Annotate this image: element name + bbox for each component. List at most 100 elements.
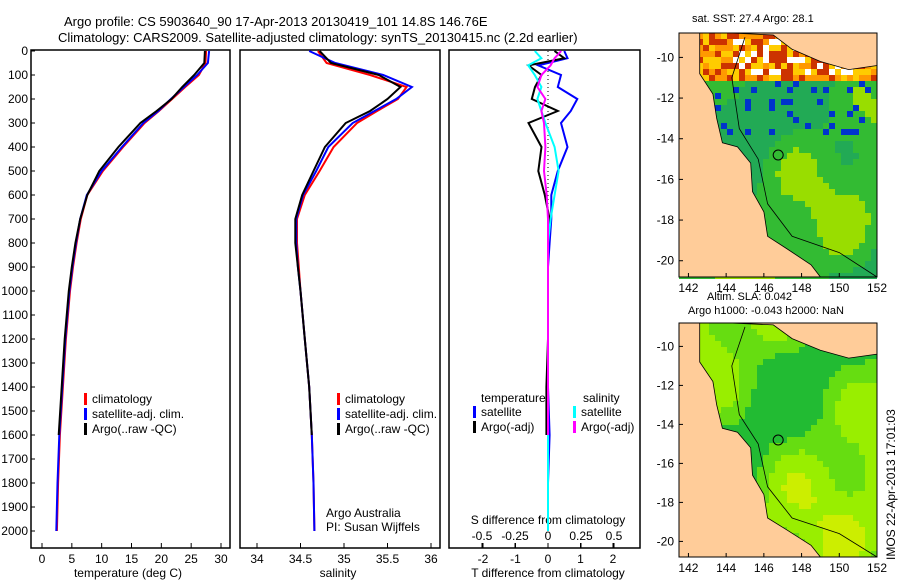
sst-map-cell xyxy=(823,231,829,237)
sst-map-cell xyxy=(841,105,847,111)
sla-map-cell xyxy=(703,341,709,347)
sla-map-cell xyxy=(721,371,727,377)
sst-map-cell xyxy=(853,261,859,267)
sla-map-cell xyxy=(793,479,799,485)
sst-map-cell xyxy=(739,129,745,135)
sst-map-cell xyxy=(859,261,865,267)
sla-map-cell xyxy=(763,431,769,437)
sst-map-cell xyxy=(871,93,877,99)
sst-map-cell xyxy=(835,147,841,153)
sst-map-cell xyxy=(745,111,751,117)
sla-map-cell xyxy=(739,371,745,377)
sst-map-cell xyxy=(847,219,853,225)
sla-map-cell xyxy=(727,353,733,359)
sst-map-cell xyxy=(853,69,859,75)
sla-map-cell xyxy=(847,491,853,497)
sst-map-shelf-contour xyxy=(731,36,878,278)
sla-map-cell xyxy=(817,551,823,557)
sla-map-cell xyxy=(829,395,835,401)
sst-map-cell xyxy=(793,225,799,231)
sst-map-cell xyxy=(871,225,877,231)
sla-map-cell xyxy=(817,491,823,497)
sla-map-cell xyxy=(811,389,817,395)
sst-map-cell xyxy=(709,51,715,57)
sla-map-cell xyxy=(775,419,781,425)
sla-map-cell xyxy=(769,335,775,341)
sst-map-cell xyxy=(811,213,817,219)
sst-map-cell xyxy=(847,183,853,189)
sst-map-cell xyxy=(739,57,745,63)
sla-map-cell xyxy=(787,401,793,407)
sst-map-cell xyxy=(853,129,859,135)
sla-map-cell xyxy=(871,389,877,395)
sst-map-frame xyxy=(678,32,878,278)
sst-map-cell xyxy=(865,81,871,87)
temperature-line-1 xyxy=(55,50,211,532)
sla-map-cell xyxy=(817,425,823,431)
sla-map-cell xyxy=(781,419,787,425)
depth-tick-label: 800 xyxy=(8,236,28,250)
sst-map-cell xyxy=(859,207,865,213)
sst-map-cell xyxy=(787,75,793,81)
sla-map-cell xyxy=(817,443,823,449)
sla-map-cell xyxy=(745,323,751,329)
sst-map-cell xyxy=(745,147,751,153)
sst-map-cell xyxy=(793,159,799,165)
sst-map-cell xyxy=(763,207,769,213)
sst-map-cell xyxy=(733,129,739,135)
sla-map-cell xyxy=(775,383,781,389)
sst-map-cell xyxy=(859,81,865,87)
sst-map-cell xyxy=(763,39,769,45)
sst-map-cell xyxy=(829,147,835,153)
sla-map-cell xyxy=(853,497,859,503)
sst-map-cell xyxy=(757,111,763,117)
sst-map-cell xyxy=(859,135,865,141)
sst-map-cell xyxy=(865,249,871,255)
sla-map-cell xyxy=(781,335,787,341)
sst-map-cell xyxy=(721,99,727,105)
sst-map-cell xyxy=(829,111,835,117)
sla-map-cell xyxy=(739,359,745,365)
sst-map-cell xyxy=(853,75,859,81)
sla-map-cell xyxy=(751,473,757,479)
sst-map-cell xyxy=(763,189,769,195)
sst-map-cell xyxy=(781,141,787,147)
sst-map-cell xyxy=(727,81,733,87)
sst-map-cell xyxy=(799,243,805,249)
depth-tick-label: 600 xyxy=(8,188,28,202)
sla-map-cell xyxy=(853,425,859,431)
sla-map-cell xyxy=(733,329,739,335)
sst-map-cell xyxy=(829,183,835,189)
sst-map-cell xyxy=(805,153,811,159)
depth-tick-label: 1300 xyxy=(1,356,28,370)
sst-map-cell xyxy=(715,51,721,57)
sla-map-cell xyxy=(787,443,793,449)
sla-map-lon-tick-label: 152 xyxy=(867,561,887,575)
sla-map-cell xyxy=(847,521,853,527)
sla-map-cell xyxy=(835,467,841,473)
sst-map-cell xyxy=(841,93,847,99)
sla-map-cell xyxy=(859,413,865,419)
sla-map-cell xyxy=(811,347,817,353)
sla-map-cell xyxy=(709,347,715,353)
sla-map-cell xyxy=(751,431,757,437)
sst-map-cell xyxy=(799,219,805,225)
sla-map-cell xyxy=(829,353,835,359)
sst-map-cell xyxy=(817,87,823,93)
sla-map-cell xyxy=(865,533,871,539)
sla-map-cell xyxy=(853,461,859,467)
sla-map-cell xyxy=(823,371,829,377)
sla-map-cell xyxy=(739,377,745,383)
sst-map-cell xyxy=(781,195,787,201)
sla-map-cell xyxy=(733,365,739,371)
sla-map-cell xyxy=(853,533,859,539)
sla-map-cell xyxy=(859,479,865,485)
sla-map-cell xyxy=(829,443,835,449)
sla-map-cell xyxy=(715,359,721,365)
sst-map-cell xyxy=(847,105,853,111)
sst-map-cell xyxy=(859,105,865,111)
depth-tick-label: 1600 xyxy=(1,428,28,442)
sst-map-cell xyxy=(847,207,853,213)
sla-map-cell xyxy=(865,467,871,473)
sla-map-cell xyxy=(769,407,775,413)
